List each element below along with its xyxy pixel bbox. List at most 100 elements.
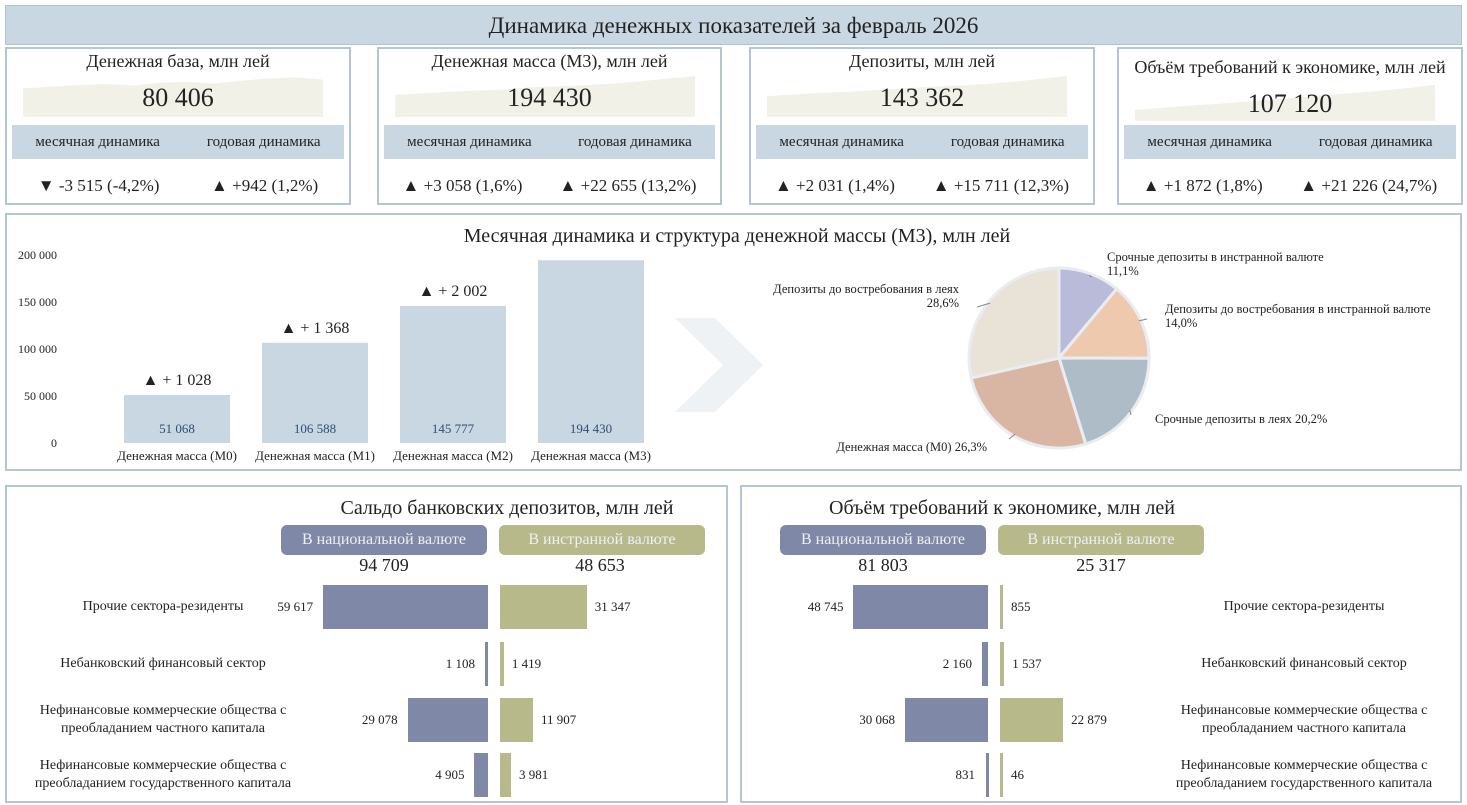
monthly-change: ▼ -3 515 (-4,2%) — [37, 176, 160, 195]
kpi-changes: ▲ +1 872 (1,8%) ▲ +21 226 (24,7%) — [1124, 173, 1456, 199]
national-bar-value: 1 108 — [445, 656, 475, 671]
foreign-currency-legend: В инстранной валюте — [499, 525, 705, 555]
category-label: Небанковский финансовый сектор — [60, 656, 266, 671]
national-total: 94 709 — [359, 555, 409, 575]
claims-panel: Объём требований к экономике, млн лей В … — [740, 485, 1462, 803]
y-tick-label: 0 — [51, 436, 57, 450]
pie-slice-label: Депозиты до востребования в инстранной в… — [1165, 302, 1431, 316]
kpi-changes: ▼ -3 515 (-4,2%) ▲ +942 (1,2%) — [12, 173, 344, 199]
pie-leader-line — [1008, 433, 1016, 440]
foreign-bar — [1000, 753, 1003, 797]
claims-title: Объём требований к экономике, млн лей — [829, 497, 1175, 519]
y-tick-label: 100 000 — [18, 342, 57, 356]
sparkline-area — [395, 76, 695, 117]
foreign-bar-value: 3 981 — [519, 767, 549, 782]
bar — [538, 260, 644, 443]
national-bar-value: 831 — [955, 767, 976, 782]
bar — [124, 394, 230, 443]
pie-slice-pct: 11,1% — [1107, 264, 1139, 278]
kpi-card-deposits: Депозиты, млн лей 143 362 месячная динам… — [749, 47, 1095, 205]
y-tick-label: 150 000 — [18, 295, 57, 309]
kpi-band: месячная динамика годовая динамика — [384, 125, 715, 159]
y-tick-label: 200 000 — [18, 248, 57, 262]
kpi-changes: ▲ +2 031 (1,4%) ▲ +15 711 (12,3%) — [756, 173, 1088, 199]
monthly-label: месячная динамика — [407, 133, 532, 150]
foreign-bar-value: 22 879 — [1071, 712, 1107, 727]
national-bar-value: 4 905 — [435, 767, 465, 782]
bar-value-label: 194 430 — [570, 421, 612, 436]
x-category-label: Денежная масса (М3) — [531, 448, 651, 463]
pie-slice — [969, 356, 1088, 450]
foreign-bar — [500, 585, 587, 629]
foreign-bar-value: 1 537 — [1012, 656, 1042, 671]
sparkline-area — [23, 77, 323, 117]
kpi-sparkline — [23, 77, 323, 117]
monthly-change: ▲ +2 031 (1,4%) — [774, 176, 895, 195]
category-label: Нефинансовые коммерческие общества с пре… — [1175, 758, 1433, 791]
money-supply-chart-title: Месячная динамика и структура денежной м… — [463, 225, 1011, 247]
kpi-sparkline — [1135, 84, 1435, 121]
foreign-bar — [500, 753, 511, 797]
monthly-label: месячная динамика — [1147, 133, 1272, 150]
category-label: Прочие сектора-резиденты — [82, 599, 244, 614]
foreign-bar — [1000, 585, 1003, 629]
kpi-card-claims: Объём требований к экономике, млн лей 10… — [1117, 47, 1463, 205]
sparkline-area — [1135, 84, 1435, 121]
yearly-label: годовая динамика — [578, 133, 692, 150]
yearly-change: ▲ +21 226 (24,7%) — [1300, 176, 1438, 195]
x-category-label: Денежная масса (М1) — [255, 448, 375, 463]
national-total: 81 803 — [858, 555, 908, 575]
kpi-card-money-supply: Денежная масса (М3), млн лей 194 430 мес… — [377, 47, 722, 205]
kpi-value: 194 430 — [507, 83, 592, 112]
national-bar — [982, 642, 988, 686]
kpi-band: месячная динамика годовая динамика — [12, 125, 344, 159]
bar — [400, 305, 506, 443]
kpi-band: месячная динамика годовая динамика — [1124, 125, 1456, 159]
category-label: Нефинансовые коммерческие общества с пре… — [1180, 703, 1428, 736]
pie-slice-label: Депозиты до востребования в леях — [773, 282, 960, 296]
category-label: Нефинансовые коммерческие общества с пре… — [39, 703, 287, 736]
foreign-total: 25 317 — [1076, 555, 1126, 575]
foreign-total: 48 653 — [575, 555, 625, 575]
kpi-value: 143 362 — [879, 83, 965, 112]
foreign-currency-legend: В инстранной валюте — [998, 525, 1204, 555]
pie-slice-pct: 28,6% — [927, 296, 959, 310]
national-bar-value: 59 617 — [277, 599, 314, 614]
kpi-band: месячная динамика годовая динамика — [756, 125, 1088, 159]
foreign-bar-value: 855 — [1011, 599, 1031, 614]
kpi-card-monetary-base: Денежная база, млн лей 80 406 месячная д… — [5, 47, 351, 205]
foreign-bar — [1000, 642, 1005, 686]
x-category-label: Денежная масса (М0) — [117, 448, 237, 463]
national-bar — [484, 642, 488, 686]
yearly-change: ▲ +942 (1,2%) — [211, 176, 319, 195]
monthly-label: месячная динамика — [35, 133, 160, 150]
bar-increment-annotation: ▲ + 2 002 — [419, 283, 488, 300]
pie-leader-line — [976, 302, 991, 308]
yearly-label: годовая динамика — [1318, 133, 1433, 150]
monthly-label: месячная динамика — [779, 133, 904, 150]
kpi-value: 107 120 — [1247, 89, 1333, 118]
pie-leader-line — [1088, 274, 1093, 278]
pie-slice-label: Срочные депозиты в леях 20,2% — [1155, 412, 1327, 426]
pie-slice — [967, 266, 1061, 380]
foreign-bar-value: 31 347 — [594, 599, 631, 614]
kpi-title: Депозиты, млн лей — [849, 51, 995, 71]
money-supply-structure-panel: Месячная динамика и структура денежной м… — [5, 213, 1462, 471]
national-bar-value: 29 078 — [361, 712, 398, 727]
kpi-value: 80 406 — [142, 83, 214, 112]
bar-increment-annotation: ▲ + 1 368 — [281, 320, 350, 337]
y-tick-label: 50 000 — [24, 389, 57, 403]
national-bar — [323, 585, 488, 629]
foreign-bar — [500, 698, 533, 742]
national-bar-value: 48 745 — [807, 599, 844, 614]
yearly-change: ▲ +22 655 (13,2%) — [559, 176, 697, 195]
bar-value-label: 145 777 — [432, 421, 475, 436]
page-title: Динамика денежных показателей за февраль… — [5, 5, 1462, 45]
bank-deposits-title: Сальдо банковских депозитов, млн лей — [340, 497, 674, 519]
bank-deposits-panel: Сальдо банковских депозитов, млн лей В н… — [5, 485, 728, 803]
national-bar-value: 30 068 — [859, 712, 896, 727]
monthly-change: ▲ +1 872 (1,8%) — [1142, 176, 1263, 195]
kpi-title: Объём требований к экономике, млн лей — [1134, 57, 1446, 77]
kpi-title: Денежная база, млн лей — [86, 51, 270, 71]
bar-increment-annotation: ▲ + 1 028 — [143, 372, 212, 389]
